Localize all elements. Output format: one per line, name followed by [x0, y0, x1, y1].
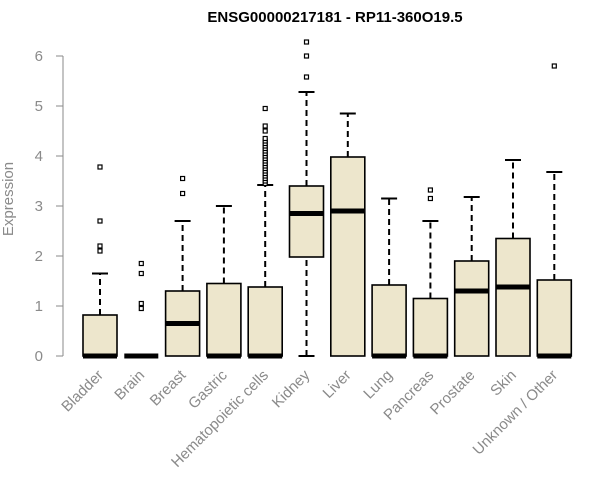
outlier-point — [303, 74, 310, 80]
box-series — [82, 39, 573, 359]
y-tick-label: 2 — [35, 248, 43, 265]
box-group — [206, 205, 242, 359]
box-group — [453, 196, 490, 357]
outlier-point — [138, 300, 144, 307]
box-rect — [371, 284, 407, 357]
outlier-point — [97, 164, 103, 170]
x-tick-label: Skin — [487, 367, 520, 400]
y-tick-label: 0 — [35, 348, 43, 365]
y-tick-label: 6 — [35, 48, 43, 65]
y-axis-label: Expression — [0, 162, 17, 236]
outlier-point — [262, 105, 268, 112]
box-group — [247, 105, 283, 359]
outlier-point — [303, 39, 310, 45]
box-rect — [536, 279, 573, 357]
x-tick-label: Breast — [147, 366, 190, 409]
box-group — [371, 197, 407, 359]
x-tick-label: Prostate — [427, 367, 479, 419]
x-tick-label: Kidney — [269, 366, 314, 411]
box-group — [495, 159, 531, 357]
box-group — [82, 164, 118, 359]
x-tick-label: Brain — [111, 367, 148, 404]
box-rect — [247, 286, 283, 357]
outlier-point — [138, 270, 144, 277]
outlier-point — [97, 243, 103, 249]
chart-title: ENSG00000217181 - RP11-360O19.5 — [207, 9, 462, 26]
outlier-point — [262, 123, 268, 129]
outlier-point — [262, 128, 268, 134]
box-group — [329, 112, 366, 357]
box-rect — [288, 185, 325, 258]
x-tick-label: Bladder — [58, 367, 107, 416]
outlier-point — [138, 260, 144, 267]
y-axis: 0 1 2 3 4 5 6 — [35, 48, 64, 365]
box-rect — [495, 237, 531, 357]
y-tick-label: 5 — [35, 98, 43, 115]
y-tick-label: 1 — [35, 298, 43, 315]
y-tick-label: 4 — [35, 148, 43, 165]
outlier-point — [180, 190, 186, 197]
box-rect — [82, 314, 118, 357]
outlier-point — [97, 248, 103, 254]
box-group — [536, 63, 573, 359]
outlier-point — [138, 305, 144, 312]
outlier-point — [551, 63, 557, 69]
outlier-point — [262, 135, 268, 142]
box-group — [164, 175, 201, 357]
x-tick-label: Liver — [320, 367, 355, 402]
y-tick-label: 3 — [35, 198, 43, 215]
outlier-point — [180, 175, 186, 182]
outlier-point — [427, 195, 433, 202]
outlier-point — [97, 218, 103, 224]
box-rect — [453, 260, 490, 357]
box-group — [412, 187, 449, 359]
outlier-point — [303, 53, 310, 59]
box-rect — [412, 297, 449, 357]
box-rect — [206, 282, 242, 357]
box-group — [124, 260, 159, 359]
box-rect — [329, 156, 366, 357]
x-tick-label: Lung — [360, 367, 396, 403]
box-group — [288, 39, 325, 357]
outlier-point — [427, 187, 433, 193]
